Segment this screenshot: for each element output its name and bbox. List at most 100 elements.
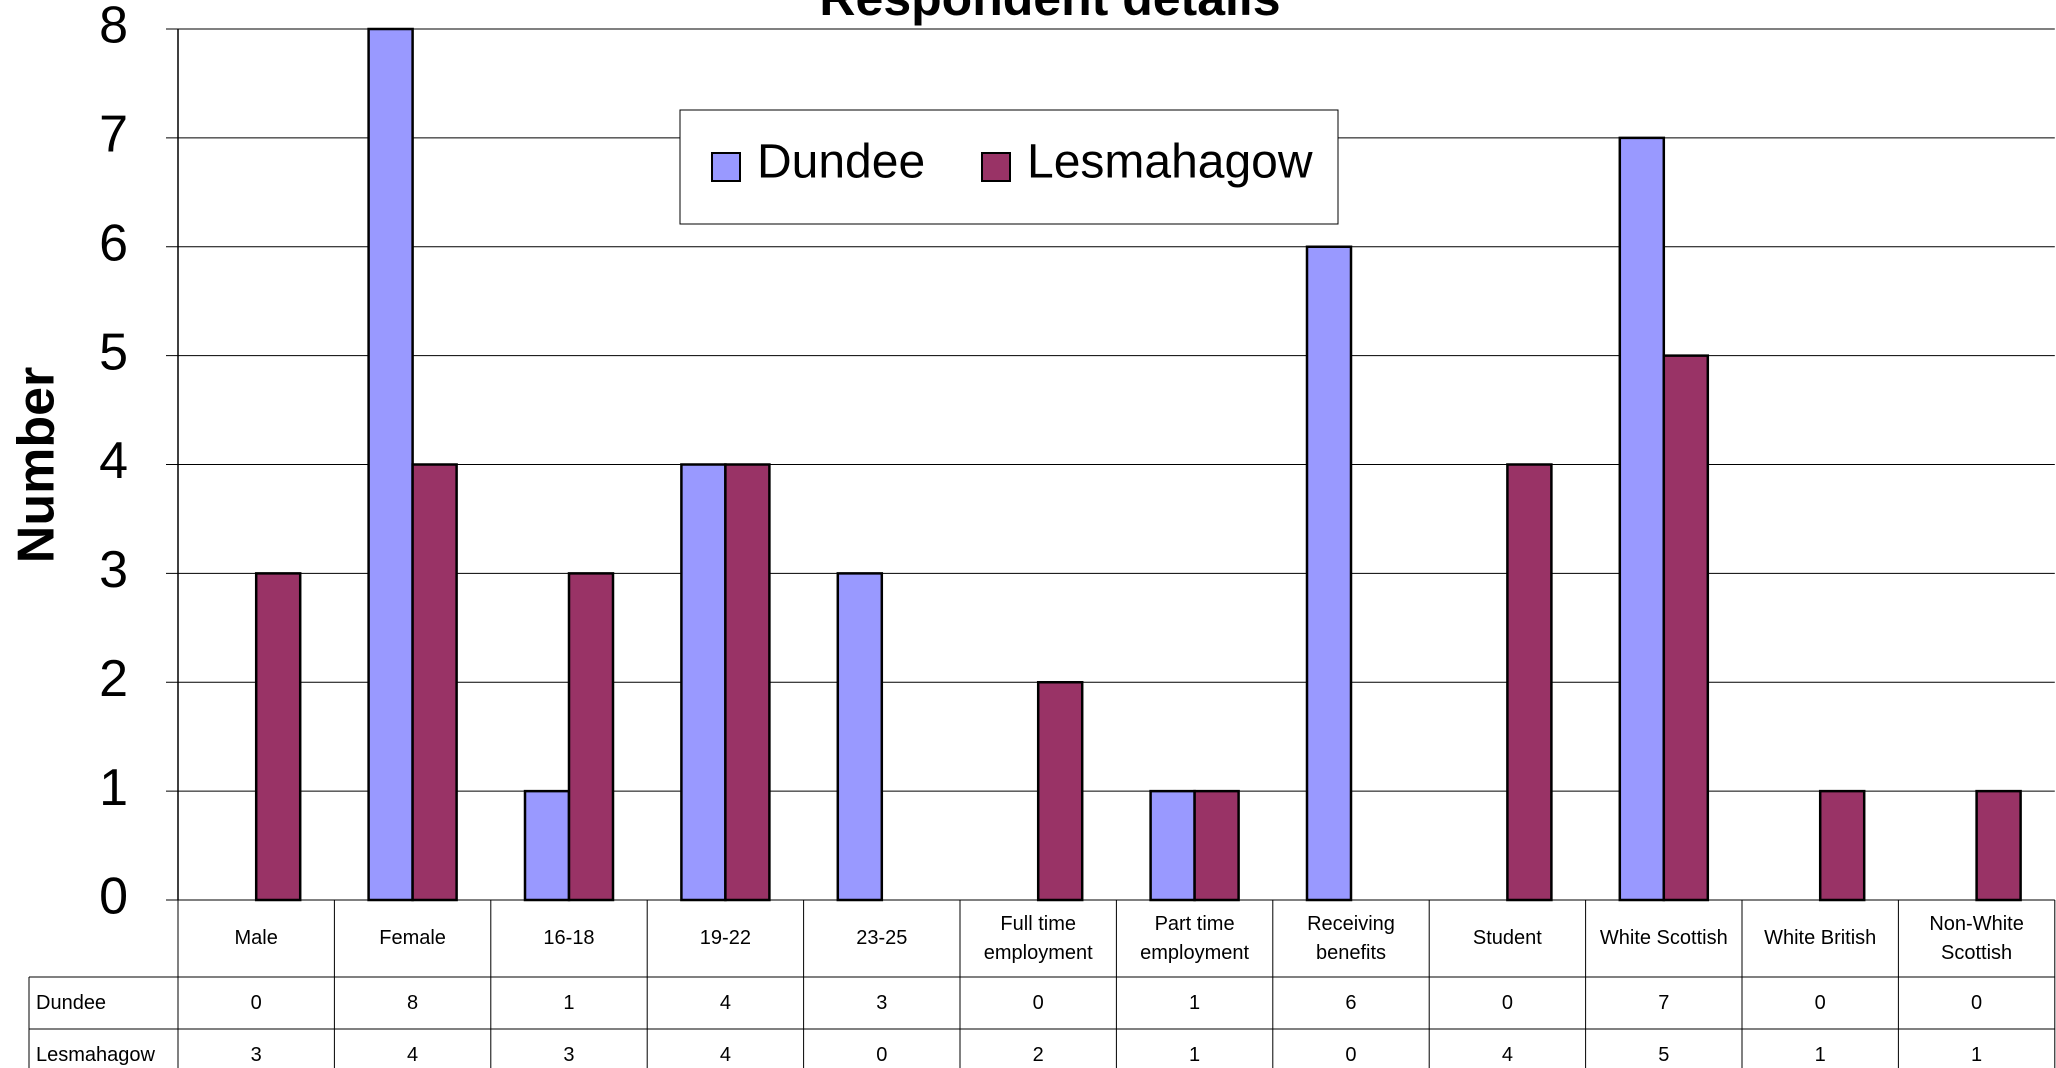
table-value: 1 [1189,1043,1201,1066]
x-tick-label-box: Full time employment [983,912,1093,964]
y-tick-label: 6 [99,214,128,272]
table-value: 1 [1814,1043,1826,1066]
x-tick-label: White British [1764,927,1877,949]
table-value-box: 3 [876,991,888,1014]
x-tick-label-box: Non-White Scottish [1929,912,2024,964]
table-value: 0 [250,991,262,1014]
x-tick-label: Female [379,927,446,949]
table-value: 4 [407,1043,419,1066]
table-value-box: 0 [1501,991,1513,1014]
table-value-box: 2 [1033,1044,1044,1066]
table-row-label-box: Lesmahagow [36,1043,155,1066]
x-tick-label: 23-25 [856,927,908,949]
x-tick-label-box: 19-22 [700,927,751,949]
legend-swatch [711,152,741,182]
table-value: 6 [1345,991,1357,1014]
table-value: 0 [876,1043,888,1066]
y-tick-label: 3 [99,541,128,599]
table-row-label: Dundee [36,991,107,1014]
table-row-label: Lesmahagow [36,1043,155,1066]
x-tick-label-box: Student [1472,927,1542,949]
y-tick-label: 1 [99,759,128,817]
bar [724,463,771,902]
table-value: 7 [1658,991,1670,1014]
table-value: 0 [1032,991,1044,1014]
table-value-box: 8 [407,991,419,1014]
table-value-box: 4 [1501,1043,1513,1066]
table-value: 4 [719,991,731,1014]
table-row-label-box: Dundee [36,991,107,1014]
bar [367,27,414,902]
table-value-box: 1 [1971,1043,1983,1066]
table-value: 3 [876,991,888,1014]
table-value: 3 [563,1043,575,1066]
bar [1193,789,1240,902]
y-tick-label: 8 [99,0,128,55]
y-tick-label: 2 [99,650,128,708]
x-tick-label-box: White British [1764,927,1877,949]
y-tick-label: 7 [99,106,128,164]
table-value: 0 [1345,1043,1357,1066]
bar [411,463,458,902]
table-value-box: 1 [1189,1043,1201,1066]
x-tick-label: Student [1472,927,1542,949]
bar [1975,789,2022,902]
table-value: 1 [1189,991,1201,1014]
y-axis-label: Number [8,367,66,563]
x-tick-label: Non-White Scottish [1929,912,2024,964]
table-value-box: 0 [876,1043,888,1066]
x-tick-label: White Scottish [1599,927,1728,949]
table-value-box: 0 [1345,1043,1357,1066]
x-tick-label-box: Male [234,927,278,949]
x-tick-label-box: Female [379,927,446,949]
x-tick-label-box: Part time employment [1140,912,1250,964]
table-value: 1 [563,991,575,1014]
table-value: 0 [1814,991,1826,1014]
x-tick-label-box: 23-25 [856,927,908,949]
bar [254,572,302,902]
table-value: 5 [1658,1043,1670,1066]
bar [680,463,727,902]
x-tick-label-box: 16-18 [543,927,595,949]
table-value-box: 0 [250,991,262,1014]
table-value-box: 3 [250,1043,262,1066]
bar [1506,463,1553,902]
table-value-box: 6 [1345,991,1357,1014]
table-value-box: 1 [1814,1043,1826,1066]
x-tick-label: 16-18 [543,927,595,949]
bar [836,572,884,902]
bar [1662,354,1710,902]
x-tick-label-box: Receiving benefits [1307,912,1395,964]
bar [1618,136,1666,902]
table-value: 4 [719,1043,731,1066]
x-tick-label-box: White Scottish [1599,927,1728,949]
bar [567,572,615,902]
table-value: 4 [1501,1043,1513,1066]
y-tick-label: 5 [99,323,128,381]
x-tick-label: Male [234,927,278,949]
bar [523,789,571,902]
table-value-box: 1 [563,991,575,1014]
table-value-box: 4 [719,1043,731,1066]
legend-swatch [981,152,1011,182]
bar [1818,789,1866,902]
table-value: 1 [1971,1043,1983,1066]
bar [1036,681,1084,902]
table-value: 3 [250,1043,262,1066]
table-value-box: 4 [719,991,731,1014]
y-tick-label: 0 [99,868,128,926]
chart-title: Respondent details [819,0,1280,26]
legend-label: Dundee [757,136,925,189]
x-tick-label: Receiving benefits [1307,912,1395,964]
table-value: 8 [407,991,419,1014]
table-value-box: 0 [1032,991,1044,1014]
table-value-box: 1 [1189,991,1201,1014]
table-value-box: 7 [1658,991,1670,1014]
table-value-box: 5 [1658,1043,1670,1066]
table-value: 0 [1501,991,1513,1014]
x-tick-label: Part time employment [1140,912,1250,964]
table-value-box: 4 [407,1043,419,1066]
x-tick-label: Full time employment [983,912,1093,964]
